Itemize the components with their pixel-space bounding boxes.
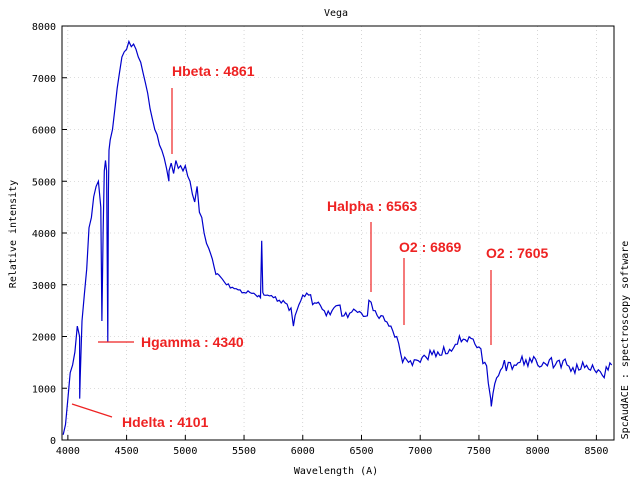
x-tick-label: 5500 [232, 446, 256, 457]
y-axis-label: Relative intensity [8, 180, 19, 288]
annotation-2: Hbeta : 4861 [171, 63, 255, 154]
spectrum-series-line [62, 39, 613, 435]
annotation-label: Hdelta : 4101 [122, 414, 209, 430]
annotation-0: Hdelta : 4101 [71, 403, 209, 430]
y-tick-label: 8000 [32, 22, 56, 33]
x-tick-label: 4000 [56, 446, 80, 457]
y-tick-label: 2000 [32, 333, 56, 344]
x-tick-label: 6000 [291, 446, 315, 457]
annotation-5: O2 : 7605 [486, 245, 548, 345]
annotation-label: Hgamma : 4340 [141, 334, 244, 350]
y-tick-label: 0 [50, 436, 56, 447]
plot-frame [61, 25, 615, 441]
annotation-label: Hbeta : 4861 [172, 63, 255, 79]
annotation-label: O2 : 7605 [486, 245, 548, 261]
x-tick-label: 8000 [526, 446, 550, 457]
y-tick-label: 6000 [32, 126, 56, 137]
annotation-label: Halpha : 6563 [327, 198, 417, 214]
software-credit-label: SpcAudACE : spectroscopy software [620, 241, 631, 440]
y-tick-label: 4000 [32, 229, 56, 240]
y-tick-label: 3000 [32, 281, 56, 292]
x-tick-label: 4500 [115, 446, 139, 457]
annotation-4: O2 : 6869 [399, 239, 461, 325]
x-tick-label: 6500 [349, 446, 373, 457]
y-tick-label: 7000 [32, 74, 56, 85]
axis-ticks: 4000 4500 5000 5500 6000 6500 7000 7500 8000 8500… [32, 22, 609, 457]
annotation-marker-line [71, 403, 113, 418]
annotation-label: O2 : 6869 [399, 239, 461, 255]
x-tick-label: 7500 [467, 446, 491, 457]
x-tick-label: 8500 [584, 446, 608, 457]
y-tick-label: 5000 [32, 177, 56, 188]
line-annotations: Hdelta : 4101 Hgamma : 4340 Hbeta : 4861 Ha… [71, 63, 548, 430]
annotation-1: Hgamma : 4340 [98, 334, 244, 350]
annotation-3: Halpha : 6563 [327, 198, 417, 292]
x-axis-label: Wavelength (A) [294, 466, 378, 477]
grid-lines [62, 25, 614, 441]
y-tick-label: 1000 [32, 384, 56, 395]
x-tick-label: 5000 [173, 446, 197, 457]
x-tick-label: 7000 [408, 446, 432, 457]
chart-title: Vega [324, 8, 348, 19]
